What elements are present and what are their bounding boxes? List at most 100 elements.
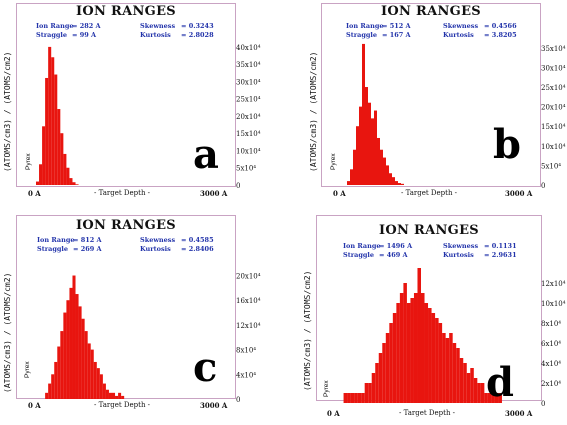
ion-range-value: = 282 A: [72, 22, 101, 30]
histogram-bar: [449, 333, 453, 403]
y-tick-label: 25x10⁴: [541, 84, 566, 92]
histogram-bar: [498, 393, 502, 403]
histogram-bar: [435, 318, 439, 403]
histogram-bar: [473, 378, 478, 403]
histogram-bar: [466, 373, 471, 403]
y-tick-label: 0: [541, 400, 545, 408]
histogram-bar: [90, 349, 94, 399]
histogram-bar: [69, 178, 73, 185]
histogram-bar: [371, 373, 376, 403]
histogram-bar: [78, 306, 82, 399]
histogram-bar: [487, 393, 492, 403]
straggle-value: = 469 A: [379, 251, 408, 259]
y-tick-label: 0: [236, 396, 240, 404]
histogram-bar: [54, 361, 58, 399]
kurtosis-label: Kurtosis: [140, 31, 171, 39]
x-tick-max: 3000 A: [505, 189, 533, 198]
histogram-bar: [382, 343, 386, 403]
histogram-bar: [75, 294, 79, 399]
chart-title: ION RANGES: [76, 218, 176, 233]
panel-letter-d: d: [486, 359, 514, 406]
histogram-bar: [368, 102, 371, 185]
histogram-bar: [428, 308, 432, 403]
y-tick-label: 20x10⁴: [236, 113, 261, 121]
kurtosis-value: = 2.8028: [181, 31, 214, 39]
y-tick-label: 12x10⁴: [541, 280, 566, 288]
histogram-bar: [115, 395, 119, 399]
ion-range-label: Ion Range: [346, 22, 384, 30]
y-tick-label: 4x10⁴: [236, 371, 256, 379]
histogram-bar: [392, 313, 397, 403]
x-tick-min: 0 A: [28, 401, 41, 410]
histogram-bar: [403, 283, 407, 403]
straggle-label: Straggle: [37, 245, 69, 253]
histogram-bar: [410, 298, 414, 403]
histogram-bar: [386, 165, 389, 185]
y-tick-label: 2x10⁴: [541, 380, 561, 388]
panel-letter-b: b: [493, 121, 521, 168]
histogram-bar: [401, 183, 404, 185]
y-tick-label: 15x10⁴: [541, 123, 566, 131]
histogram-bar: [66, 167, 70, 185]
histogram-bar: [343, 393, 348, 403]
panel-letter-c: c: [193, 344, 218, 391]
plot-area: 0 4x10⁴ 8x10⁴ 12x10⁴ 16x10⁴ 20x10⁴: [45, 273, 261, 404]
histogram-bar: [494, 393, 499, 403]
histogram-bar: [45, 392, 49, 399]
histogram-bar: [66, 300, 70, 399]
histogram-bar: [380, 149, 383, 185]
histogram-bar: [421, 293, 425, 403]
histogram-bar: [365, 87, 368, 185]
y-tick-label: 16x10⁴: [236, 297, 261, 305]
histogram-bar: [442, 333, 446, 403]
histogram-bar: [389, 323, 393, 403]
panel-letter-a: a: [193, 131, 219, 178]
histogram-bar: [105, 389, 109, 399]
histogram-bar: [96, 368, 100, 399]
histogram-bar: [42, 126, 46, 185]
histogram-bar: [350, 393, 355, 403]
histogram-bar: [48, 383, 52, 399]
histogram-bar: [121, 395, 125, 399]
histogram-bar: [480, 383, 485, 403]
histogram-bar: [93, 361, 97, 399]
histogram-bar: [445, 338, 450, 403]
histogram-bar: [368, 383, 372, 403]
histogram-bar: [374, 110, 377, 185]
skewness-value: = 0.1131: [484, 242, 517, 250]
histogram-bar: [57, 346, 61, 399]
kurtosis-label: Kurtosis: [443, 31, 474, 39]
x-tick-min: 0 A: [327, 409, 340, 418]
skewness-value: = 0.4566: [484, 22, 517, 30]
x-axis-label: - Target Depth -: [401, 189, 458, 197]
straggle-value: = 167 A: [382, 31, 411, 39]
chart-panel-d: ION RANGES Ion Range = 1496 A Straggle =…: [283, 213, 567, 425]
histogram-bar: [477, 383, 481, 403]
y-tick-label: 12x10⁴: [236, 322, 261, 330]
histogram-bar: [470, 368, 474, 403]
histogram-bar: [424, 303, 429, 403]
histogram-bar: [112, 392, 116, 399]
x-axis-label: - Target Depth -: [94, 401, 151, 409]
kurtosis-value: = 3.8205: [484, 31, 517, 39]
histogram-bar: [413, 293, 418, 403]
kurtosis-value: = 2.9631: [484, 251, 517, 259]
y-tick-label: 0: [236, 182, 240, 190]
histogram-bar: [350, 169, 353, 185]
ion-range-value: = 512 A: [382, 22, 411, 30]
straggle-value: = 269 A: [73, 245, 102, 253]
y-tick-label: 10x10⁴: [541, 300, 566, 308]
plot-area: 0 2x10⁴ 4x10⁴ 6x10⁴ 8x10⁴ 10x10⁴ 12x10⁴: [343, 268, 566, 408]
histogram-bar: [364, 383, 369, 403]
y-tick-label: 30x10⁴: [236, 78, 261, 86]
skewness-label: Skewness: [443, 242, 479, 250]
y-tick-label: 8x10⁴: [541, 320, 561, 328]
x-axis-label: - Target Depth -: [399, 409, 456, 417]
histogram-bar: [39, 164, 43, 185]
x-tick-max: 3000 A: [505, 409, 533, 418]
y-tick-label: 10x10⁴: [236, 147, 261, 155]
skewness-label: Skewness: [140, 22, 176, 30]
y-tick-label: 8x10⁴: [236, 347, 256, 355]
histogram-bar: [347, 393, 351, 403]
ion-range-label: Ion Range: [36, 22, 74, 30]
